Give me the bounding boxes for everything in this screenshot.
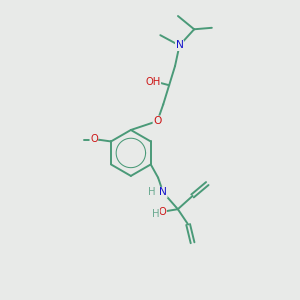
Text: OH: OH xyxy=(145,77,160,87)
Text: O: O xyxy=(153,116,161,126)
Text: H: H xyxy=(152,209,160,220)
Text: N: N xyxy=(159,188,167,197)
Text: H: H xyxy=(148,188,155,197)
Text: O: O xyxy=(90,134,98,144)
Text: O: O xyxy=(159,206,167,217)
Text: N: N xyxy=(176,40,183,50)
